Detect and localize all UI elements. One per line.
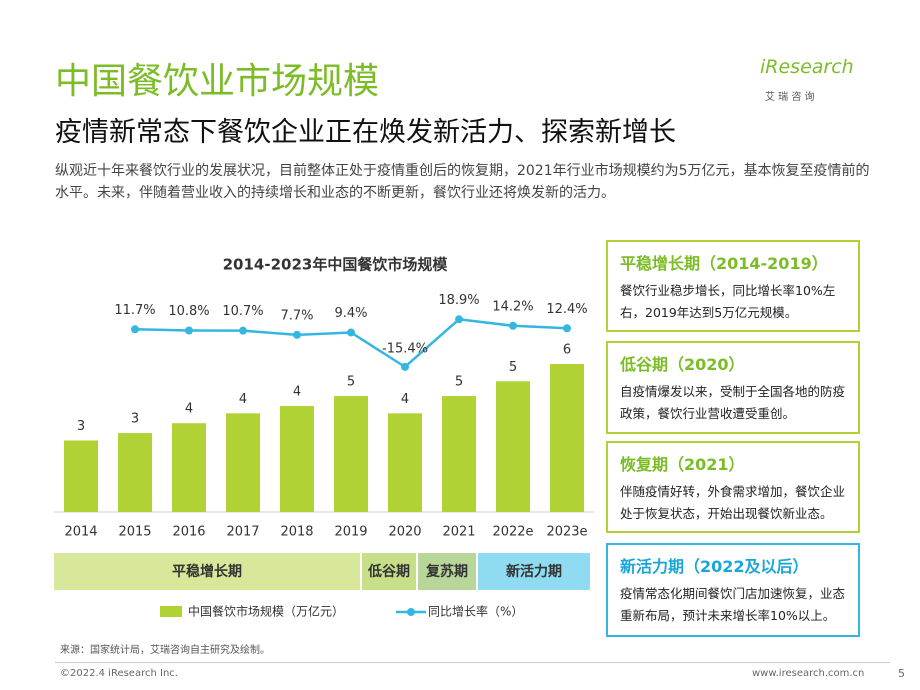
- logo-sub: 艾 瑞 咨 询: [765, 92, 815, 103]
- logo: iResearch: [760, 56, 854, 78]
- panel: 新活力期（2022及以后） 疫情常态化期间餐饮门店加速恢复，业态重新布局，预计未来…: [606, 543, 860, 637]
- line-point: [293, 330, 301, 339]
- panel: 低谷期（2020） 自疫情爆发以来，受制于全国各地的防疫政策，餐饮行业营收遭受重创…: [606, 341, 860, 434]
- data-label: 4: [185, 402, 193, 417]
- x-tick-label: 2022e: [492, 525, 533, 540]
- phase-band: [478, 553, 590, 590]
- bar: [496, 381, 530, 512]
- data-label: 5: [347, 375, 355, 390]
- line-point: [185, 326, 193, 335]
- panel-title: 新活力期（2022及以后）: [620, 557, 809, 576]
- line-point: [455, 315, 463, 324]
- data-label: 10.7%: [222, 304, 263, 319]
- bar: [118, 433, 152, 512]
- line-point: [239, 326, 247, 335]
- bar: [226, 413, 260, 512]
- data-label: 5: [509, 360, 517, 375]
- phase-label: 平稳增长期: [172, 563, 242, 580]
- bar: [172, 423, 206, 512]
- bar: [64, 440, 98, 512]
- panel-text: 餐饮行业稳步增长，同比增长率10%左右，2019年达到5万亿元规模。: [620, 283, 836, 320]
- panel-title: 平稳增长期（2014-2019）: [620, 254, 828, 273]
- phase-label: 新活力期: [506, 563, 562, 580]
- chart-title: 2014-2023年中国餐饮市场规模: [223, 256, 449, 274]
- x-tick-label: 2016: [172, 525, 205, 540]
- data-label: 11.7%: [114, 303, 155, 318]
- x-tick-label: 2019: [334, 525, 367, 540]
- data-label: 12.4%: [546, 302, 587, 317]
- intro: 纵观近十年来餐饮行业的发展状况，目前整体正处于疫情重创后的恢复期，2021年行业…: [55, 163, 870, 201]
- x-tick-label: 2020: [388, 525, 421, 540]
- data-label: 4: [239, 392, 247, 407]
- phase-label: 低谷期: [367, 563, 410, 580]
- data-label: 18.9%: [438, 293, 479, 308]
- x-tick-label: 2023e: [546, 525, 587, 540]
- page-number: 5: [898, 667, 905, 680]
- data-label: 4: [293, 384, 301, 399]
- bar: [550, 364, 584, 512]
- x-tick-label: 2015: [118, 525, 151, 540]
- data-label: 5: [455, 375, 463, 390]
- phase-band: [362, 553, 416, 590]
- url: www.iresearch.com.cn: [752, 668, 865, 679]
- x-tick-label: 2018: [280, 525, 313, 540]
- copyright: ©2022.4 iResearch Inc.: [60, 668, 178, 679]
- legend-label: 同比增长率（%）: [428, 604, 523, 619]
- data-label: 7.7%: [280, 308, 313, 323]
- line: [134, 317, 568, 369]
- bar: [442, 396, 476, 512]
- data-label: 3: [131, 412, 139, 427]
- bar: [280, 405, 314, 512]
- phase-band: [54, 553, 360, 590]
- panel-text: 伴随疫情好转，外食需求增加，餐饮企业处于恢复状态，开始出现餐饮新业态。: [620, 484, 846, 521]
- panel: 恢复期（2021） 伴随疫情好转，外食需求增加，餐饮企业处于恢复状态，开始出现餐饮…: [606, 441, 860, 533]
- subtitle: 疫情新常态下餐饮企业正在焕发新活力、探索新增长: [55, 117, 676, 148]
- data-label: 3: [77, 419, 85, 434]
- legend-swatch: [160, 606, 182, 617]
- bar: [334, 396, 368, 512]
- legend-label: 中国餐饮市场规模（万亿元）: [188, 604, 344, 619]
- line-point: [131, 325, 139, 334]
- data-label: 10.8%: [168, 304, 209, 319]
- line-point: [401, 362, 409, 371]
- footer-line: [55, 662, 890, 663]
- x-tick-label: 2021: [442, 525, 475, 540]
- data-label: 9.4%: [334, 306, 367, 321]
- title: 中国餐饮业市场规模: [55, 61, 380, 102]
- chart: 2014-2023年中国餐饮市场规模 平稳增长期 低谷期 复苏期 新活力期 20…: [54, 256, 594, 619]
- panel: 平稳增长期（2014-2019） 餐饮行业稳步增长，同比增长率10%左右，2019…: [606, 240, 860, 332]
- panel-text: 疫情常态化期间餐饮门店加速恢复，业态重新布局，预计未来增长率10%以上。: [620, 586, 846, 623]
- line-point: [347, 328, 355, 337]
- data-label: 14.2%: [492, 299, 533, 314]
- panel-title: 恢复期（2021）: [620, 455, 745, 474]
- line-point: [563, 324, 571, 333]
- phase-band: [418, 553, 476, 590]
- phase-label: 复苏期: [425, 563, 468, 580]
- legend-swatch: [407, 608, 415, 616]
- x-tick-label: 2017: [226, 525, 259, 540]
- source: 来源：国家统计局，艾瑞咨询自主研究及绘制。: [60, 645, 270, 656]
- data-label: -15.4%: [382, 341, 428, 356]
- data-label: 6: [563, 343, 571, 358]
- panel-text: 自疫情爆发以来，受制于全国各地的防疫政策，餐饮行业营收遭受重创。: [620, 384, 846, 421]
- bar: [388, 413, 422, 512]
- x-tick-label: 2014: [64, 525, 97, 540]
- data-label: 4: [401, 392, 409, 407]
- panel-title: 低谷期（2020）: [620, 355, 745, 374]
- line-point: [509, 321, 517, 330]
